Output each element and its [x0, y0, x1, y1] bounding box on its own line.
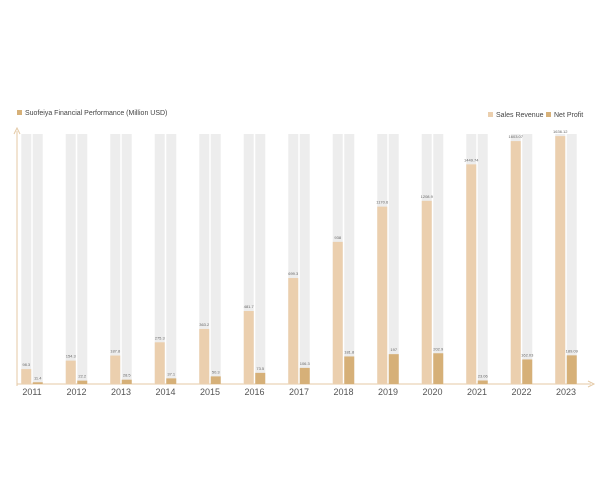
legend-label-sales-revenue: Sales Revenue — [496, 112, 544, 119]
bar-net-profit-2020 — [433, 353, 444, 384]
value-label-net-profit-2017: 106.3 — [300, 361, 311, 366]
bar-track-profit-2021 — [477, 134, 488, 384]
bar-track-profit-2023 — [566, 134, 577, 384]
bar-net-profit-2013 — [121, 379, 132, 384]
x-tick-label-2018: 2018 — [333, 387, 353, 397]
bar-sales-revenue-2018 — [332, 241, 343, 384]
bar-net-profit-2018 — [344, 356, 355, 384]
legend-swatch-sales-revenue — [488, 112, 493, 117]
bar-sales-revenue-2014 — [154, 342, 165, 384]
bar-track-sales-2011 — [21, 134, 32, 384]
title-marker — [17, 110, 22, 115]
bar-net-profit-2017 — [299, 367, 310, 384]
x-tick-label-2015: 2015 — [200, 387, 220, 397]
bar-track-profit-2019 — [388, 134, 399, 384]
bar-track-profit-2015 — [210, 134, 221, 384]
bar-sales-revenue-2013 — [110, 355, 121, 384]
value-label-net-profit-2020: 202.9 — [433, 346, 444, 351]
x-tick-label-2011: 2011 — [22, 387, 41, 397]
bar-sales-revenue-2020 — [421, 200, 432, 384]
bar-sales-revenue-2015 — [199, 328, 210, 384]
value-label-sales-revenue-2015: 363.2 — [199, 322, 210, 327]
value-label-sales-revenue-2017: 699.3 — [288, 271, 299, 276]
bar-track-profit-2018 — [344, 134, 355, 384]
bar-track-sales-2013 — [110, 134, 121, 384]
y-axis-arrow-icon — [13, 126, 21, 135]
value-label-net-profit-2021: 23.06 — [478, 374, 489, 379]
bars — [21, 134, 577, 384]
legend: Sales Revenue Net Profit — [488, 112, 583, 119]
y-axis — [13, 126, 21, 386]
x-tick-label-2021: 2021 — [467, 387, 487, 397]
value-label-sales-revenue-2012: 154.3 — [66, 354, 77, 359]
bar-track-profit-2017 — [299, 134, 310, 384]
x-axis-arrow-icon — [587, 380, 596, 388]
value-label-net-profit-2018: 181.8 — [344, 349, 355, 354]
bar-net-profit-2022 — [522, 359, 533, 384]
x-tick-label-2012: 2012 — [66, 387, 86, 397]
bar-net-profit-2021 — [477, 380, 488, 384]
bar-net-profit-2015 — [210, 376, 221, 384]
x-tick-label-2014: 2014 — [155, 387, 175, 397]
bar-track-sales-2016 — [243, 134, 254, 384]
bar-track-profit-2016 — [255, 134, 266, 384]
bar-net-profit-2019 — [388, 354, 399, 384]
value-label-net-profit-2013: 28.5 — [123, 373, 132, 378]
value-label-net-profit-2011: 11.4 — [34, 375, 42, 380]
x-tick-label-2013: 2013 — [111, 387, 131, 397]
x-tick-label-2022: 2022 — [511, 387, 531, 397]
x-tick-label-2019: 2019 — [378, 387, 398, 397]
value-label-net-profit-2019: 197 — [390, 347, 397, 352]
bar-sales-revenue-2016 — [243, 311, 254, 384]
bar-net-profit-2011 — [32, 382, 43, 384]
bar-sales-revenue-2019 — [377, 206, 388, 384]
bar-track-profit-2020 — [433, 134, 444, 384]
bar-track-sales-2015 — [199, 134, 210, 384]
bar-sales-revenue-2012 — [65, 360, 76, 384]
bar-track-profit-2012 — [77, 134, 88, 384]
x-ticks: 2011 2012 2013 2014 2015 2016 2017 2018 2019 2020… — [22, 387, 576, 397]
value-label-sales-revenue-2018: 938 — [334, 235, 341, 240]
value-labels: 98.3 11.4 154.3 22.2 187.8 28.5 275.3 37.1 363.2… — [22, 129, 578, 380]
bar-net-profit-2014 — [166, 378, 177, 384]
x-tick-label-2020: 2020 — [422, 387, 442, 397]
value-label-sales-revenue-2011: 98.3 — [22, 362, 31, 367]
value-label-net-profit-2015: 50.3 — [212, 369, 221, 374]
bar-track-profit-2013 — [121, 134, 132, 384]
bar-track-sales-2012 — [65, 134, 76, 384]
bar-sales-revenue-2021 — [466, 164, 477, 384]
legend-swatch-net-profit — [546, 112, 551, 117]
chart-title: Suofeiya Financial Performance (Million … — [25, 110, 167, 117]
value-label-sales-revenue-2013: 187.8 — [110, 349, 121, 354]
bar-sales-revenue-2011 — [21, 369, 32, 384]
value-label-sales-revenue-2023: 1636.12 — [553, 129, 568, 134]
bar-track-profit-2011 — [32, 134, 43, 384]
value-label-net-profit-2022: 162.03 — [521, 352, 534, 357]
bar-track-profit-2014 — [166, 134, 177, 384]
bar-sales-revenue-2022 — [510, 141, 521, 384]
x-tick-label-2017: 2017 — [289, 387, 309, 397]
bar-net-profit-2016 — [255, 372, 266, 384]
value-label-sales-revenue-2019: 1170.6 — [376, 200, 389, 205]
legend-label-net-profit: Net Profit — [554, 112, 583, 119]
value-label-sales-revenue-2016: 481.7 — [244, 304, 255, 309]
bar-sales-revenue-2017 — [288, 278, 299, 384]
value-label-sales-revenue-2014: 275.3 — [155, 335, 166, 340]
bar-track-sales-2017 — [288, 134, 299, 384]
value-label-net-profit-2014: 37.1 — [167, 371, 176, 376]
bar-track-sales-2014 — [154, 134, 165, 384]
value-label-net-profit-2023: 189.09 — [566, 348, 579, 353]
value-label-net-profit-2016: 73.5 — [256, 366, 265, 371]
bar-track-profit-2022 — [522, 134, 533, 384]
x-tick-label-2023: 2023 — [556, 387, 576, 397]
value-label-sales-revenue-2021: 1449.74 — [464, 157, 479, 162]
x-tick-label-2016: 2016 — [244, 387, 264, 397]
bar-net-profit-2012 — [77, 380, 88, 384]
bar-net-profit-2023 — [566, 355, 577, 384]
bar-sales-revenue-2023 — [555, 136, 566, 384]
value-label-sales-revenue-2020: 1208.9 — [421, 194, 434, 199]
value-label-sales-revenue-2022: 1603.07 — [509, 134, 524, 139]
value-label-net-profit-2012: 22.2 — [78, 374, 87, 379]
